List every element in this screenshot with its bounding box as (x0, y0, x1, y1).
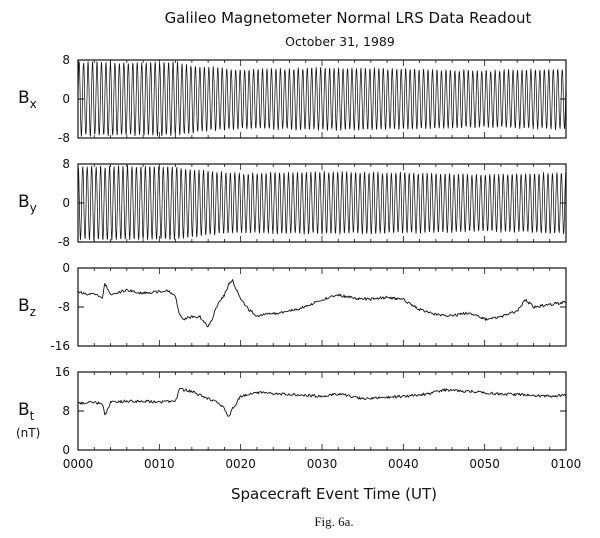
ytick-label-bx: 0 (62, 92, 70, 106)
xtick-label: 0100 (551, 457, 582, 471)
series-line-bt (77, 387, 567, 417)
series-line-by (77, 164, 567, 241)
ytick-label-bz: -16 (50, 339, 70, 353)
panel-group: 8 0 -8 Bx 8 0 -8 By 0 -8 -16 Bz 16 8 0 Bt (nT) (16, 53, 567, 457)
ylabel-bt: Bt (18, 400, 35, 423)
ylabel-main-bt: B (18, 400, 30, 420)
ylabel-main-by: B (18, 192, 30, 212)
xtick-label: 0050 (469, 457, 500, 471)
ytick-label-bx: 8 (62, 53, 70, 67)
ylabel-main-bz: B (18, 296, 30, 316)
ytick-label-by: 8 (62, 157, 70, 171)
panel-frame-bz (77, 267, 567, 347)
xtick-label: 0010 (144, 457, 175, 471)
ylabel-sub-bt: t (30, 409, 35, 423)
ytick-label-bz: 0 (62, 261, 70, 275)
xtick-label: 0040 (388, 457, 419, 471)
series-line-bx (77, 60, 567, 137)
ylabel-unit-bt: (nT) (16, 426, 40, 440)
ylabel-sub-bx: x (30, 97, 37, 111)
figure-caption: Fig. 6a. (314, 514, 353, 529)
ytick-label-by: -8 (58, 235, 70, 249)
chart-title: Galileo Magnetometer Normal LRS Data Rea… (165, 9, 532, 27)
ytick-label-bt: 8 (62, 404, 70, 418)
panel-bz: 0 -8 -16 Bz (18, 261, 567, 353)
chart-subtitle: October 31, 1989 (285, 34, 395, 49)
ytick-label-by: 0 (62, 196, 70, 210)
series-line-bz (77, 279, 567, 328)
panel-frame-bt (77, 371, 567, 451)
ylabel-sub-bz: z (30, 305, 36, 319)
ytick-label-bx: -8 (58, 131, 70, 145)
ytick-label-bz: -8 (58, 300, 70, 314)
ylabel-bz: Bz (18, 296, 36, 319)
panel-by: 8 0 -8 By (18, 157, 567, 249)
ytick-label-bt: 0 (62, 443, 70, 457)
ylabel-main-bx: B (18, 88, 30, 108)
panel-bx: 8 0 -8 Bx (18, 53, 567, 145)
ytick-label-bt: 16 (55, 365, 70, 379)
panel-bt: 16 8 0 Bt (nT) (16, 365, 567, 457)
xtick-label: 0030 (307, 457, 338, 471)
xtick-label: 0020 (225, 457, 256, 471)
xtick-label: 0000 (63, 457, 94, 471)
x-axis-label: Spacecraft Event Time (UT) (231, 485, 437, 503)
x-axis: 0000 0010 0020 0030 0040 0050 0100 (63, 457, 582, 471)
ylabel-sub-by: y (30, 201, 37, 215)
ylabel-by: By (18, 192, 37, 215)
ylabel-bx: Bx (18, 88, 37, 111)
